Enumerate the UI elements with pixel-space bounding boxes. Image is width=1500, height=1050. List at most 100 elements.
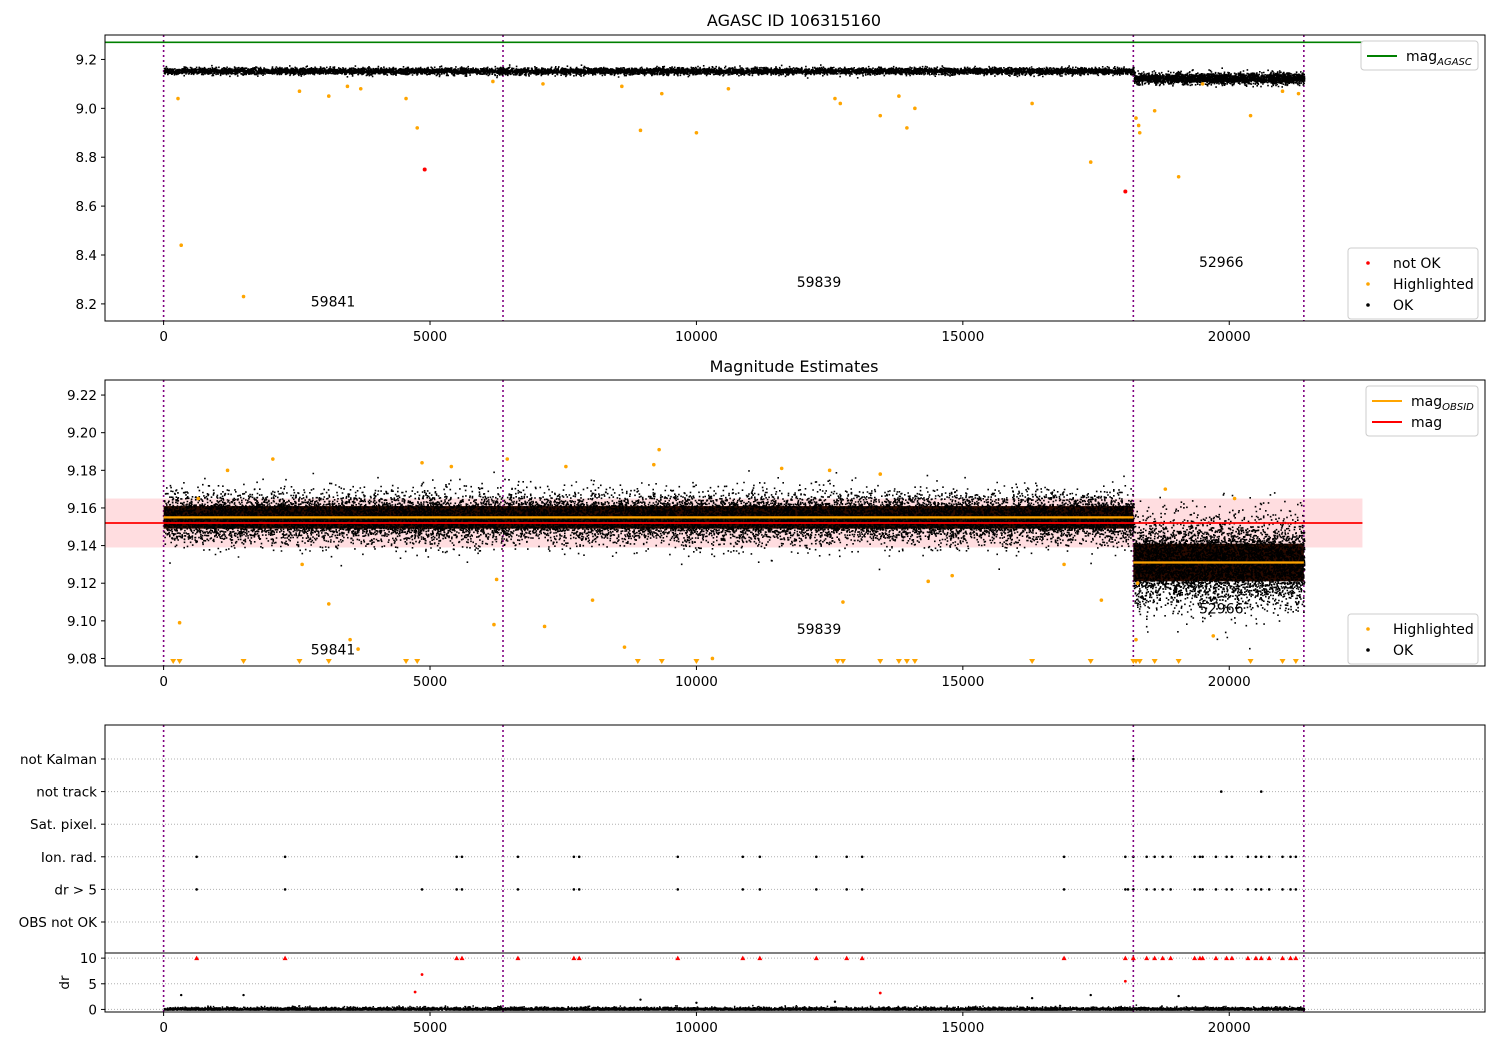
flag-point	[1267, 888, 1271, 891]
dr-black-point	[1089, 993, 1092, 997]
offscale-marker	[895, 659, 902, 664]
dr-capped-marker	[1224, 955, 1230, 961]
panel2-title: Magnitude Estimates	[710, 357, 879, 376]
highlighted-point	[358, 86, 363, 91]
panel1-obsid-label: 59839	[797, 275, 842, 291]
dr-black-point	[639, 998, 642, 1001]
flag-point	[676, 888, 680, 891]
panel1-status-legend-swatch	[1366, 282, 1370, 286]
dr-capped-points	[194, 955, 1299, 961]
dr-capped-marker	[459, 955, 465, 961]
panel2-ytick-label: 9.08	[67, 651, 97, 667]
panel2-status-legend-frame	[1347, 613, 1479, 665]
panel2-ytick-label: 9.20	[67, 426, 97, 442]
highlighted-point	[833, 96, 837, 101]
dr-capped-marker	[1192, 955, 1198, 961]
dr-capped-marker	[675, 955, 681, 961]
panel1-ytick-label: 8.4	[76, 248, 97, 264]
panel2-frame	[104, 379, 1486, 667]
panel2-status-legend-swatch	[1366, 627, 1370, 631]
highlighted-point	[348, 637, 352, 642]
offscale-marker	[911, 659, 918, 664]
highlighted-point	[491, 79, 495, 84]
flag-point	[1198, 888, 1202, 891]
dr-black-point	[833, 1000, 837, 1003]
panel1-legend-agasc: magAGASC	[1360, 40, 1479, 71]
highlighted-point	[841, 600, 845, 604]
highlighted-point	[1152, 108, 1157, 113]
panel2-ok-points-0-points	[163, 470, 1135, 571]
flag-point	[1246, 888, 1250, 891]
flag-point	[1169, 888, 1172, 891]
offscale-marker	[176, 659, 183, 664]
offscale-marker	[414, 659, 421, 664]
magnitude-estimates-panel: Magnitude Estimates 59841 59839 52966 0 500…	[67, 357, 1486, 690]
highlighted-point	[297, 89, 302, 94]
panel2-xtick-label: 20000	[1208, 674, 1251, 690]
panel1-status-legend-label: not OK	[1393, 256, 1441, 272]
dr-red-point	[1123, 979, 1127, 983]
highlighted-point	[652, 462, 656, 467]
highlighted-point	[225, 468, 230, 473]
dr-capped-marker	[1061, 955, 1067, 961]
panel3-xtick-label: 20000	[1208, 1020, 1251, 1036]
highlighted-point	[622, 645, 627, 649]
panel1-ok-points-1-points	[1133, 67, 1306, 88]
flag-point	[460, 855, 464, 859]
highlighted-point	[905, 126, 909, 130]
flag-point	[845, 855, 848, 859]
flag-point	[460, 888, 464, 891]
flag-point	[741, 855, 745, 859]
highlighted-point	[638, 128, 643, 133]
panel2-legend-status: Highlighted OK	[1347, 613, 1479, 665]
flag-point	[758, 855, 762, 859]
dr-capped-marker	[454, 955, 460, 961]
flag-point	[1230, 855, 1234, 859]
offscale-marker	[240, 659, 247, 664]
highlighted-point	[1030, 101, 1034, 106]
dr-ylabel: dr	[57, 975, 73, 990]
panel1-ytick-label: 8.6	[76, 199, 97, 215]
flag-point	[283, 855, 287, 859]
flag-point	[1289, 855, 1292, 859]
flag-point	[1124, 855, 1127, 859]
offscale-marker	[1247, 659, 1254, 664]
highlighted-point	[926, 579, 931, 584]
flag-points-1	[1219, 790, 1263, 793]
highlighted-point	[415, 126, 420, 130]
panel1-xtick-label: 15000	[941, 329, 984, 345]
flag-point	[572, 855, 576, 859]
offscale-marker	[1151, 659, 1158, 664]
panel1-not-ok-points	[422, 167, 1128, 194]
highlighted-point	[505, 457, 510, 461]
highlighted-point	[326, 94, 331, 98]
dr-ytick-label: 0	[88, 1002, 97, 1018]
highlighted-point	[620, 84, 624, 89]
offscale-marker	[1279, 659, 1286, 664]
highlighted-point	[345, 84, 350, 89]
dr-capped-marker	[1253, 955, 1259, 961]
panel1-obsid-label: 59841	[311, 294, 356, 310]
panel2-xtick-label: 5000	[413, 674, 447, 690]
flag-point	[1198, 855, 1202, 859]
highlighted-point	[726, 86, 731, 91]
offscale-marker	[834, 659, 841, 664]
flag-point	[1145, 888, 1148, 891]
flag-point	[758, 888, 762, 891]
highlighted-point	[1137, 130, 1142, 135]
panel1-ytick-label: 9.0	[76, 101, 97, 117]
highlighted-point	[913, 106, 917, 111]
flag-point	[815, 888, 818, 891]
panel2-obsid-label: 59839	[797, 622, 842, 638]
flag-point	[516, 888, 520, 891]
panel3-frame	[104, 724, 1486, 1013]
flag-point	[195, 855, 198, 859]
flag-point	[1259, 855, 1263, 859]
panel1-ok-points-1	[1133, 67, 1306, 88]
panel2-xtick-label: 15000	[941, 674, 984, 690]
dr-capped-marker	[1229, 955, 1235, 961]
dr-capped-marker	[1245, 955, 1251, 961]
highlighted-point	[356, 647, 360, 651]
dr-ytick-label: 10	[80, 951, 97, 967]
flag-point	[1246, 855, 1250, 859]
